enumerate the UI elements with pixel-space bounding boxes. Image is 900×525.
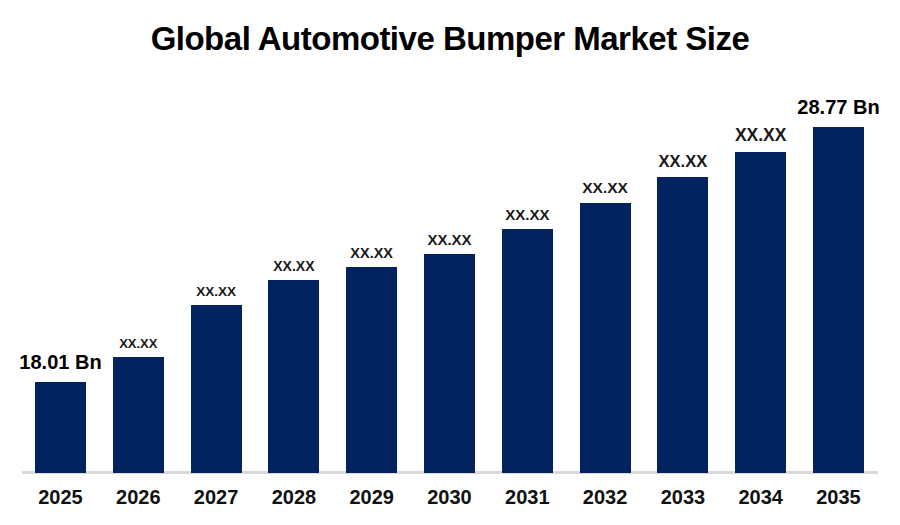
bar-2029 bbox=[346, 267, 397, 473]
x-tick-2025: 2025 bbox=[22, 486, 100, 509]
bar-2030 bbox=[424, 254, 475, 473]
value-label-2033: XX.XX bbox=[618, 152, 748, 171]
value-label-2031: XX.XX bbox=[462, 206, 592, 223]
chart-canvas: Global Automotive Bumper Market Size 18.… bbox=[0, 0, 900, 525]
x-tick-2031: 2031 bbox=[488, 486, 566, 509]
bar-2032 bbox=[580, 203, 631, 473]
bar-2033 bbox=[657, 177, 708, 473]
bar-2035 bbox=[813, 127, 864, 473]
x-tick-2027: 2027 bbox=[177, 486, 255, 509]
value-label-2034: XX.XX bbox=[696, 125, 826, 146]
value-label-2032: XX.XX bbox=[540, 179, 670, 197]
x-tick-2032: 2032 bbox=[566, 486, 644, 509]
value-label-2035: 28.77 Bn bbox=[774, 96, 900, 119]
x-tick-2033: 2033 bbox=[644, 486, 722, 509]
bar-2027 bbox=[191, 305, 242, 473]
bar-2025 bbox=[35, 382, 86, 473]
x-tick-2030: 2030 bbox=[411, 486, 489, 509]
x-tick-2026: 2026 bbox=[99, 486, 177, 509]
value-label-2025: 18.01 Bn bbox=[0, 351, 126, 374]
x-tick-2029: 2029 bbox=[333, 486, 411, 509]
x-tick-2034: 2034 bbox=[722, 486, 800, 509]
bar-2028 bbox=[268, 280, 319, 473]
bar-2034 bbox=[735, 152, 786, 473]
value-label-2030: XX.XX bbox=[385, 231, 515, 248]
plot-area: 18.01 Bn 2025 XX.XX 2026 XX.XX 2027 XX.XX 2028 X… bbox=[0, 0, 900, 525]
bar-2026 bbox=[113, 357, 164, 473]
x-tick-2028: 2028 bbox=[255, 486, 333, 509]
bar-2031 bbox=[502, 229, 553, 473]
x-tick-2035: 2035 bbox=[800, 486, 878, 509]
value-label-2026: XX.XX bbox=[73, 336, 203, 351]
value-label-2027: XX.XX bbox=[151, 284, 281, 299]
